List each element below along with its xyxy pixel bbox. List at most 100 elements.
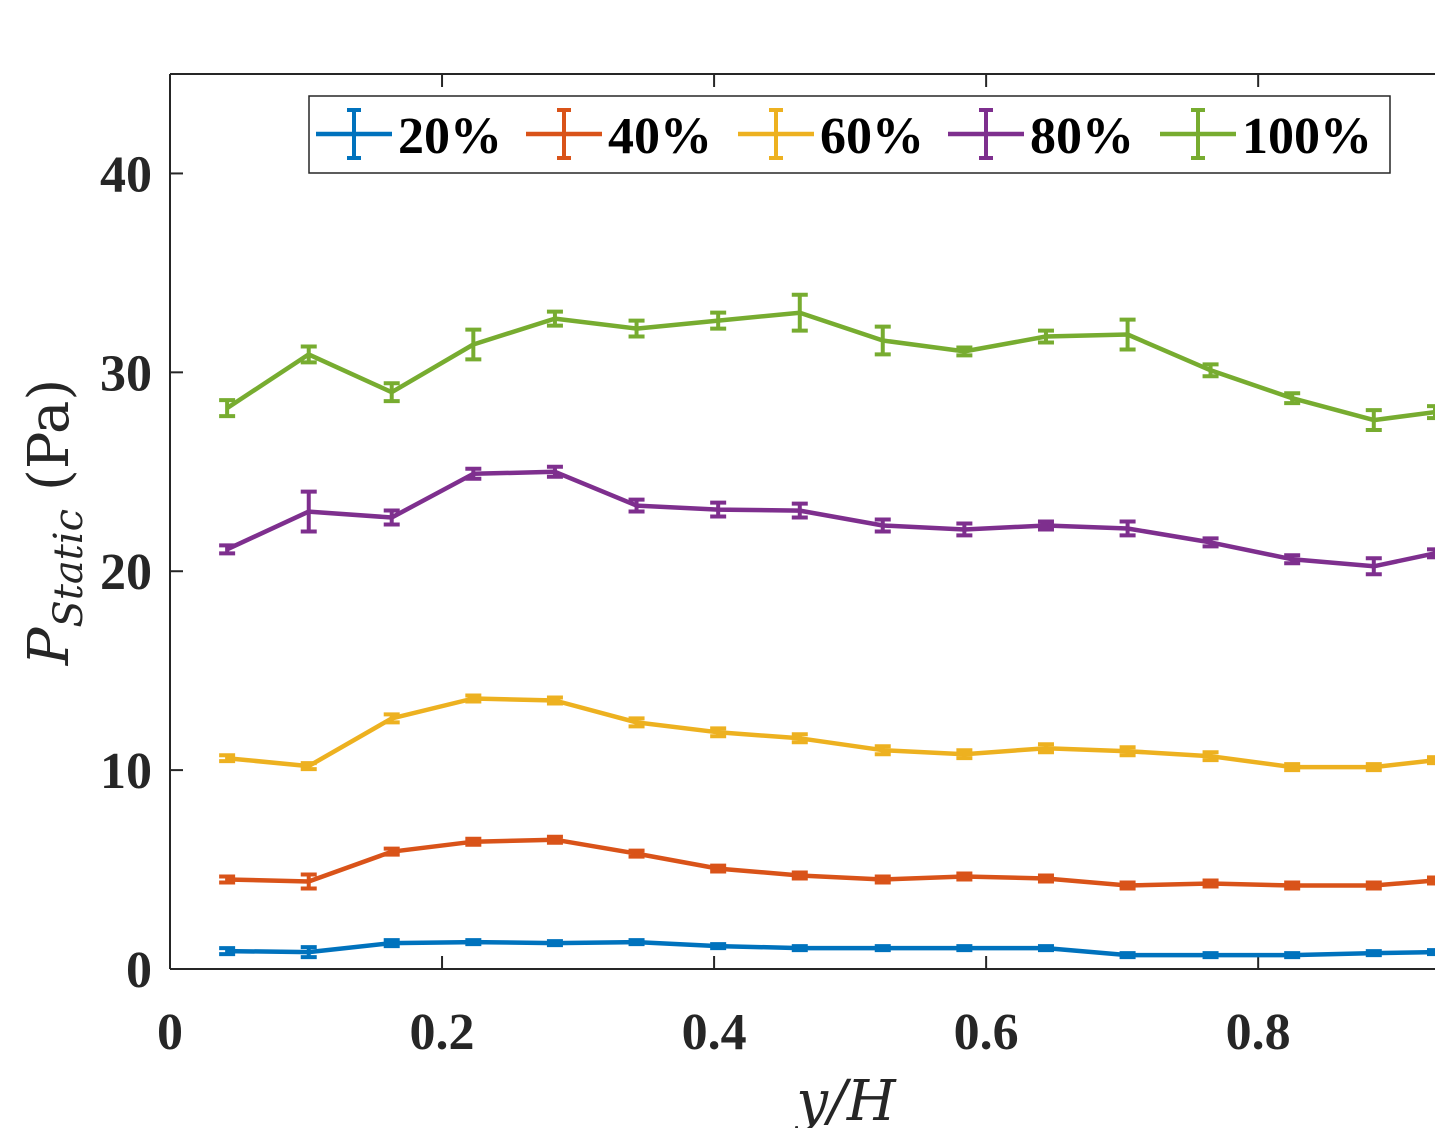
legend-item: 40%: [526, 108, 712, 165]
legend-label: 40%: [608, 108, 712, 165]
legend: 20% 40% 60% 80% 100%: [308, 95, 1391, 174]
data-point: [300, 945, 317, 960]
data-point: [383, 938, 400, 949]
legend-item: 80%: [948, 108, 1134, 165]
series-line: [227, 837, 1435, 888]
data-point: [874, 744, 891, 757]
data-point: [874, 874, 891, 885]
legend-item: 60%: [738, 108, 924, 165]
data-point: [874, 324, 891, 357]
data-point: [874, 517, 891, 534]
data-point: [465, 693, 482, 704]
data-point: [383, 712, 400, 725]
legend-item: 20%: [316, 108, 502, 165]
data-point: [219, 753, 236, 764]
data-point: [1284, 391, 1301, 406]
data-point: [546, 309, 563, 328]
data-point: [791, 944, 808, 953]
data-point: [956, 944, 973, 953]
data-point: [465, 327, 482, 362]
data-point: [300, 344, 317, 365]
x-tick-label: 0.8: [1226, 1004, 1291, 1061]
data-point: [628, 318, 645, 339]
series-layer: [219, 292, 1435, 960]
data-point: [791, 870, 808, 881]
data-point: [1202, 750, 1219, 763]
legend-label: 20%: [398, 108, 502, 165]
data-point: [1202, 362, 1219, 379]
data-point: [219, 398, 236, 419]
y-axis-title: PStatic (Pa): [17, 379, 92, 667]
series-60pct: [219, 693, 1435, 773]
data-point: [628, 497, 645, 514]
data-point: [219, 874, 236, 885]
data-point: [465, 836, 482, 847]
data-point: [1037, 742, 1054, 755]
data-point: [710, 863, 727, 874]
x-tick-label: 0.4: [682, 1004, 747, 1061]
data-point: [710, 726, 727, 739]
data-point: [628, 938, 645, 947]
y-axis-title-subscript: Static: [46, 509, 92, 628]
data-point: [791, 501, 808, 520]
data-point: [465, 466, 482, 481]
x-tick-label: 0.2: [410, 1004, 475, 1061]
data-point: [219, 543, 236, 556]
data-point: [628, 848, 645, 859]
data-point: [710, 500, 727, 519]
legend-label: 100%: [1242, 108, 1372, 165]
data-point: [1284, 553, 1301, 566]
data-point: [1284, 880, 1301, 891]
svg-text:PStatic(Pa): PStatic (Pa): [17, 379, 92, 667]
series-line: [226, 469, 1435, 569]
data-point: [956, 521, 973, 538]
data-point: [1037, 519, 1054, 532]
data-point: [1284, 951, 1301, 960]
legend-label: 80%: [1030, 108, 1134, 165]
data-point: [300, 761, 317, 772]
data-point: [546, 464, 563, 479]
series-100pct: [219, 292, 1435, 433]
axes-frame: [169, 73, 1435, 970]
data-point: [383, 381, 400, 404]
series-80pct: [219, 464, 1435, 577]
data-point: [1037, 873, 1054, 884]
data-point: [219, 946, 236, 957]
data-point: [1427, 547, 1435, 560]
data-point: [1202, 878, 1219, 889]
series-line: [225, 310, 1435, 423]
x-tick-label: 0.6: [954, 1004, 1019, 1061]
data-point: [546, 939, 563, 948]
legend-label: 60%: [820, 108, 924, 165]
series-line: [227, 939, 1435, 958]
data-point: [1365, 949, 1382, 958]
y-tick-label: 30: [100, 345, 152, 402]
y-axis-title-unit: (Pa): [17, 379, 82, 491]
series-40pct: [219, 834, 1435, 891]
data-point: [1427, 948, 1435, 957]
x-axis-title: y/H: [793, 1069, 897, 1128]
data-point: [791, 292, 808, 333]
data-point: [1037, 944, 1054, 953]
data-point: [628, 716, 645, 729]
data-point: [1119, 951, 1136, 960]
data-point: [1202, 536, 1219, 549]
data-point: [710, 942, 727, 951]
legend-item: 100%: [1160, 108, 1372, 165]
data-point: [465, 938, 482, 947]
data-point: [1119, 745, 1136, 758]
data-point: [1037, 328, 1054, 345]
series-line: [226, 696, 1435, 770]
data-point: [956, 871, 973, 882]
data-point: [546, 695, 563, 706]
data-point: [1119, 317, 1136, 352]
y-axis-title-main: P: [17, 626, 82, 666]
data-point: [1427, 875, 1435, 886]
series-20pct: [219, 938, 1435, 960]
data-point: [1365, 408, 1382, 433]
data-point: [1427, 755, 1435, 766]
data-point: [874, 944, 891, 953]
data-point: [546, 834, 563, 845]
y-tick-label: 0: [126, 942, 152, 999]
